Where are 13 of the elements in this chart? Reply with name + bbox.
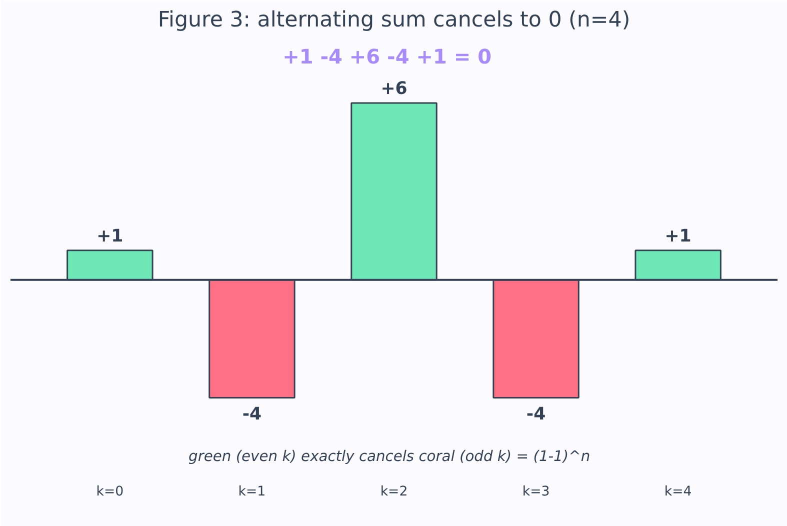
x-tick-label: k=1 <box>238 484 266 500</box>
text: green (even k) exactly cancels coral (odd k) = (1-1)^n <box>188 448 590 466</box>
data-label: +6 <box>380 79 408 100</box>
chart-subtitle: +1 -4 +6 -4 +1 = 0 <box>282 44 492 68</box>
data-label: +1 <box>664 226 692 246</box>
chart-title: Figure 3: alternating sum cancels to 0 (n=4) <box>158 8 630 32</box>
data-label: -4 <box>242 404 262 425</box>
x-tick-label: k=0 <box>96 484 124 500</box>
data-label: -4 <box>526 404 546 425</box>
x-tick-label: k=3 <box>522 484 550 500</box>
x-tick-label: k=4 <box>664 484 692 500</box>
x-tick-label: k=2 <box>380 484 408 500</box>
data-label: +1 <box>96 226 124 246</box>
